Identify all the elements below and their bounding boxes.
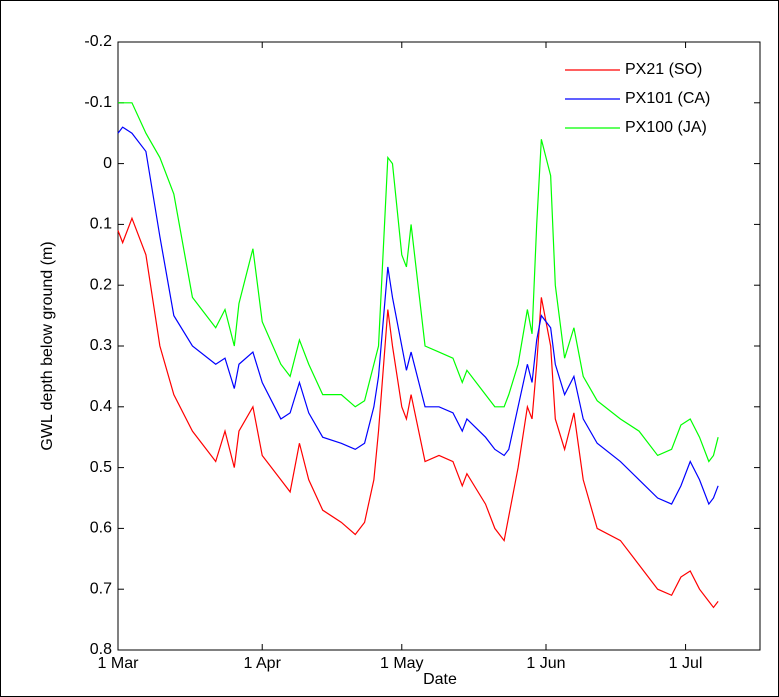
x-tick-label: 1 Jul: [669, 655, 703, 672]
y-tick-label: 0.3: [90, 337, 112, 354]
y-tick-label: 0.7: [90, 580, 112, 597]
y-tick-label: 0.5: [90, 459, 112, 476]
y-axis-label: GWL depth below ground (m): [39, 241, 56, 450]
y-tick-label: 0.1: [90, 216, 112, 233]
y-tick-label: 0.8: [90, 641, 112, 658]
x-tick-label: 1 May: [380, 655, 424, 672]
legend-label: PX101 (CA): [625, 90, 710, 107]
x-axis-label: Date: [423, 671, 457, 688]
y-tick-label: -0.1: [84, 94, 112, 111]
data-line: [117, 126, 719, 506]
legend-box: [556, 55, 746, 149]
data-line: [117, 216, 719, 609]
data-line: [118, 102, 719, 463]
y-tick-label: -0.2: [84, 33, 112, 50]
x-tick-label: 1 Jun: [526, 655, 565, 672]
y-tick-label: 0.4: [90, 398, 112, 415]
x-tick-label: 1 Mar: [98, 655, 140, 672]
x-tick-label: 1 Apr: [244, 655, 282, 672]
legend-label: PX100 (JA): [625, 119, 707, 136]
y-tick-label: 0.6: [90, 520, 112, 537]
y-tick-label: 0: [103, 155, 112, 172]
y-tick-label: 0.2: [90, 276, 112, 293]
legend-label: PX21 (SO): [625, 61, 702, 78]
